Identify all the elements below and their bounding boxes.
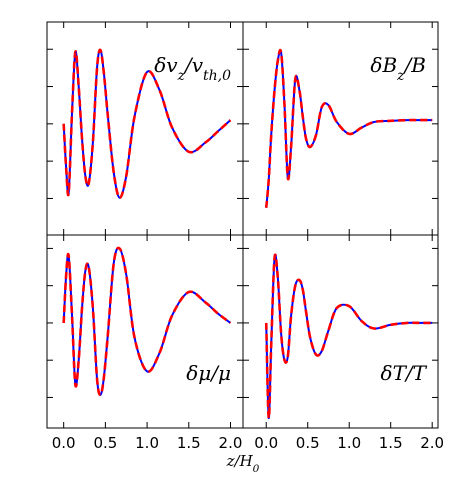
line [62, 48, 232, 199]
axes-frame [46, 234, 244, 429]
x-tick-label: 2.0 [219, 434, 243, 452]
x-tick-label: 0.5 [296, 434, 320, 452]
label-part: z/H [226, 452, 254, 470]
line [62, 246, 232, 397]
x-tick-label: 1.5 [379, 434, 403, 452]
x-axis-label: z/H0 [226, 452, 260, 474]
x-tick-label: 0.0 [52, 434, 76, 452]
x-tick-label: 1.0 [135, 434, 159, 452]
label-part: δT/T [381, 361, 428, 385]
line [265, 253, 433, 419]
panel-label: δvz/vth,0 [154, 53, 231, 84]
panel-label: δμ/μ [186, 361, 231, 385]
panel-label: δBz/B [370, 53, 426, 84]
label-part: δv [154, 53, 178, 77]
x-tick-label: 1.5 [177, 434, 201, 452]
label-part: δB [370, 53, 397, 77]
x-tick-label: 0.0 [254, 434, 278, 452]
label-part: /B [403, 53, 426, 77]
subscript: th,0 [203, 68, 231, 84]
line [264, 253, 433, 420]
panel-label: δT/T [381, 361, 428, 385]
line [264, 48, 433, 208]
x-tick-label: 2.0 [420, 434, 444, 452]
x-tick-label: 0.5 [93, 434, 117, 452]
subscript: 0 [253, 463, 260, 474]
axes-frame [242, 234, 439, 429]
subscript: z [396, 68, 405, 84]
label-part: δμ/μ [186, 361, 231, 385]
x-tick-label: 1.0 [337, 434, 361, 452]
label-part: /v [183, 53, 204, 77]
subscript: z [177, 68, 186, 84]
